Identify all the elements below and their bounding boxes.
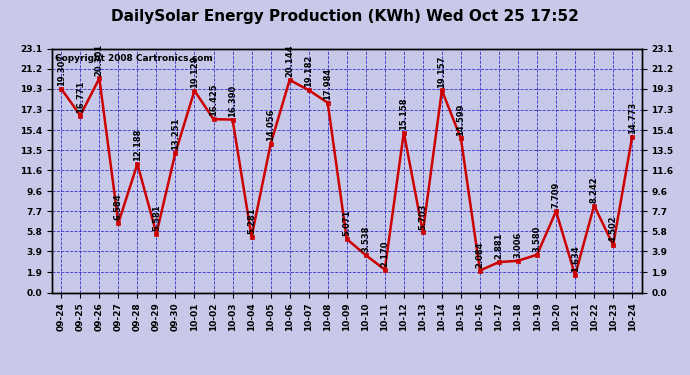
Text: 14.773: 14.773 [628,102,637,134]
Text: 19.307: 19.307 [57,54,66,86]
Text: 13.251: 13.251 [171,117,180,150]
Text: 5.281: 5.281 [247,207,256,234]
Text: 12.188: 12.188 [133,129,142,161]
Text: 2.881: 2.881 [495,233,504,260]
Text: 16.390: 16.390 [228,84,237,117]
Text: 3.580: 3.580 [533,226,542,252]
Text: 19.182: 19.182 [304,55,313,87]
Text: Copyright 2008 Cartronics.com: Copyright 2008 Cartronics.com [55,54,213,63]
Text: 2.084: 2.084 [475,241,484,268]
Text: 15.158: 15.158 [400,97,408,130]
Text: 16.771: 16.771 [76,80,85,113]
Text: 7.709: 7.709 [551,182,560,209]
Text: 3.006: 3.006 [513,232,522,258]
Text: 4.502: 4.502 [609,216,618,242]
Text: 5.703: 5.703 [418,203,427,229]
Text: 14.599: 14.599 [456,103,466,136]
Text: 17.984: 17.984 [323,68,332,100]
Text: 16.425: 16.425 [209,84,218,116]
Text: 14.056: 14.056 [266,109,275,141]
Text: DailySolar Energy Production (KWh) Wed Oct 25 17:52: DailySolar Energy Production (KWh) Wed O… [111,9,579,24]
Text: 3.538: 3.538 [362,226,371,252]
Text: 1.634: 1.634 [571,246,580,273]
Text: 20.301: 20.301 [95,43,103,75]
Text: 19.128: 19.128 [190,56,199,88]
Text: 2.170: 2.170 [380,240,389,267]
Text: 5.071: 5.071 [342,210,351,236]
Text: 8.242: 8.242 [590,176,599,203]
Text: 5.581: 5.581 [152,204,161,231]
Text: 20.144: 20.144 [285,45,294,77]
Text: 6.584: 6.584 [114,194,123,220]
Text: 19.157: 19.157 [437,55,446,88]
